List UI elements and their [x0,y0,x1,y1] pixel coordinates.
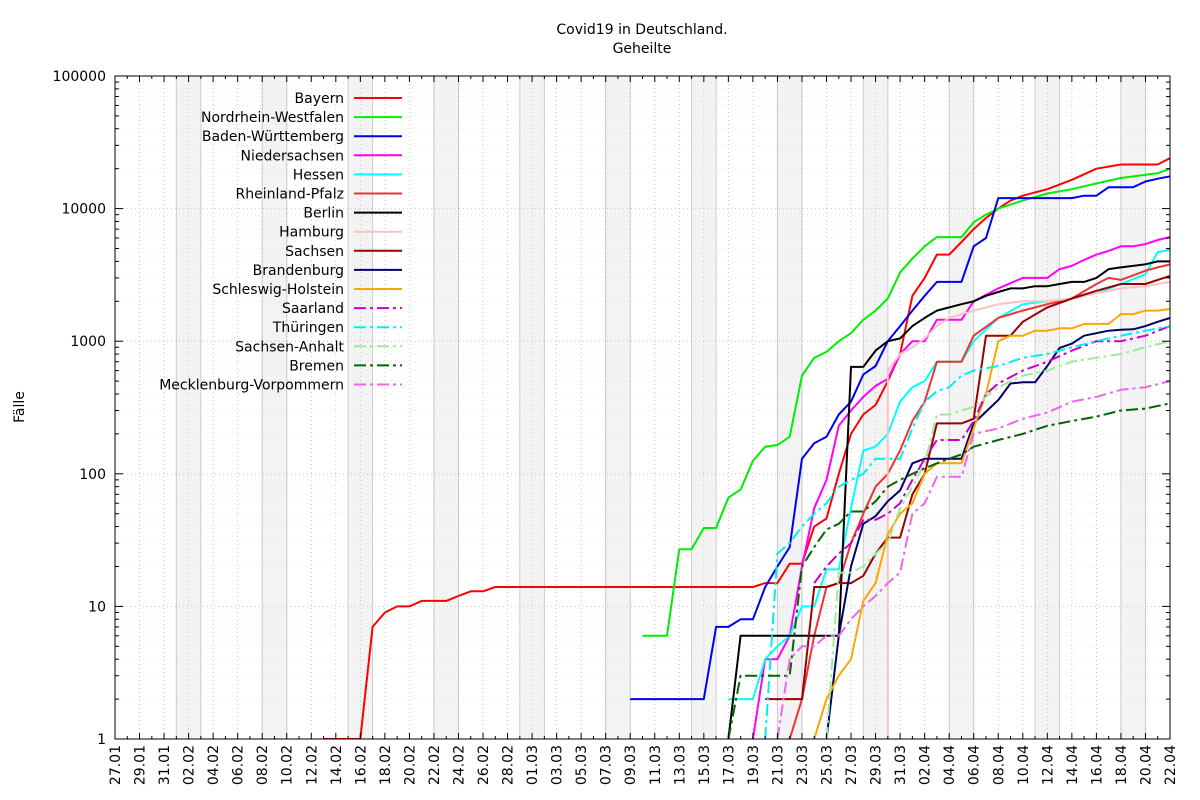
series-line [323,157,1170,739]
x-tick-label: 16.02 [353,745,369,785]
x-tick-label: 26.02 [476,745,492,785]
grid [114,75,1171,740]
x-tick-label: 20.02 [402,745,418,785]
x-tick-label: 05.03 [574,745,590,785]
x-tick-label: 27.03 [844,745,860,785]
x-tick-label: 31.01 [157,745,173,785]
x-tick-label: 04.04 [942,745,958,785]
weekend-band [691,76,717,739]
x-tick-label: 25.03 [820,745,836,785]
series-line [642,167,1170,637]
x-tick-label: 31.03 [893,745,909,785]
weekend-band [777,76,802,739]
plot-frame [114,75,1171,740]
x-tick-label: 08.02 [255,745,271,785]
series-line [764,325,1170,739]
x-tick-label: 02.04 [918,745,934,785]
series-line [825,316,1170,739]
legend-label: Niedersachsen [241,148,344,164]
y-tick-label: 1000 [70,334,106,350]
y-tick-label: 10 [88,599,106,615]
x-tick-label: 21.03 [770,745,786,785]
legend-label: Sachsen [285,244,344,260]
legend-label: Brandenburg [253,263,344,279]
weekend-band [519,76,545,739]
legend-label: Hamburg [279,225,344,241]
series-layer [323,157,1170,739]
x-tick-label: 09.03 [623,745,639,785]
series-line [825,340,1170,739]
series-line [813,325,1170,584]
x-tick-label: 12.04 [1040,745,1056,785]
series-line [630,175,1170,701]
x-tick-label: 23.03 [795,745,811,785]
series-line [751,236,1170,739]
x-tick-label: 10.02 [280,745,296,785]
chart-title: Covid19 in Deutschland. [556,22,727,38]
x-tick-label: 24.02 [451,745,467,785]
legend-label: Thüringen [272,320,344,336]
legend-label: Schleswig-Holstein [212,282,344,298]
y-tick-label: 1 [97,732,106,748]
x-tick-label: 14.04 [1065,745,1081,785]
weekend-band [433,76,459,739]
weekend-band [348,76,373,739]
y-tick-label: 10000 [61,202,106,218]
x-tick-label: 18.02 [378,745,394,785]
x-tick-label: 16.04 [1089,745,1105,785]
x-tick-label: 12.02 [304,745,320,785]
x-tick-label: 28.02 [501,745,517,785]
x-tick-label: 22.02 [427,745,443,785]
legend-label: Hessen [293,167,344,183]
x-tick-label: 06.04 [967,745,983,785]
x-tick-label: 15.03 [697,745,713,785]
x-tick-label: 18.04 [1114,745,1130,785]
legend: Bayern Nordrhein-Westfalen Baden-Württembe… [159,91,402,394]
weekend-band [1035,76,1060,739]
x-tick-label: 01.03 [525,745,541,785]
legend-label: Sachsen-Anhalt [235,339,344,355]
x-tick-label: 29.01 [133,745,149,785]
x-tick-label: 08.04 [991,745,1007,785]
legend-label: Mecklenburg-Vorpommern [159,378,344,394]
x-tick-label: 06.02 [231,745,247,785]
legend-label: Bayern [295,91,344,107]
weekend-band [176,76,201,739]
chart-subtitle: Geheilte [613,41,672,57]
x-tick-label: 20.04 [1138,745,1154,785]
x-tick-label: 19.03 [746,745,762,785]
x-tick-label: 11.03 [648,745,664,785]
x-tick-label: 10.04 [1016,745,1032,785]
legend-label: Rheinland-Pfalz [236,187,344,203]
y-tick-label: 100 [79,467,106,483]
y-axis-label: Fälle [12,391,28,423]
x-tick-label: 07.03 [599,745,615,785]
legend-label: Saarland [282,301,344,317]
legend-label: Berlin [303,206,344,222]
weekend-band [262,76,287,739]
x-tick-label: 22.04 [1163,745,1179,785]
x-tick-label: 14.02 [329,745,345,785]
series-line [765,275,1170,701]
weekend-band [605,76,631,739]
x-tick-label: 29.03 [869,745,885,785]
legend-label: Nordrhein-Westfalen [201,110,344,126]
weekend-band [863,76,888,739]
series-line [776,380,1170,739]
series-line [727,402,1170,739]
x-tick-label: 27.01 [108,745,124,785]
x-tick-label: 04.02 [206,745,222,785]
legend-label: Bremen [289,358,344,374]
x-tick-label: 17.03 [721,745,737,785]
series-line [886,280,1170,739]
y-tick-label: 100000 [53,69,106,85]
axes: 27.01 29.01 31.01 02.02 04.02 06.02 08.02 10.02… [53,69,1179,785]
x-tick-label: 13.03 [672,745,688,785]
x-tick-label: 03.03 [550,745,566,785]
x-tick-label: 02.02 [182,745,198,785]
legend-label: Baden-Württemberg [202,129,344,145]
